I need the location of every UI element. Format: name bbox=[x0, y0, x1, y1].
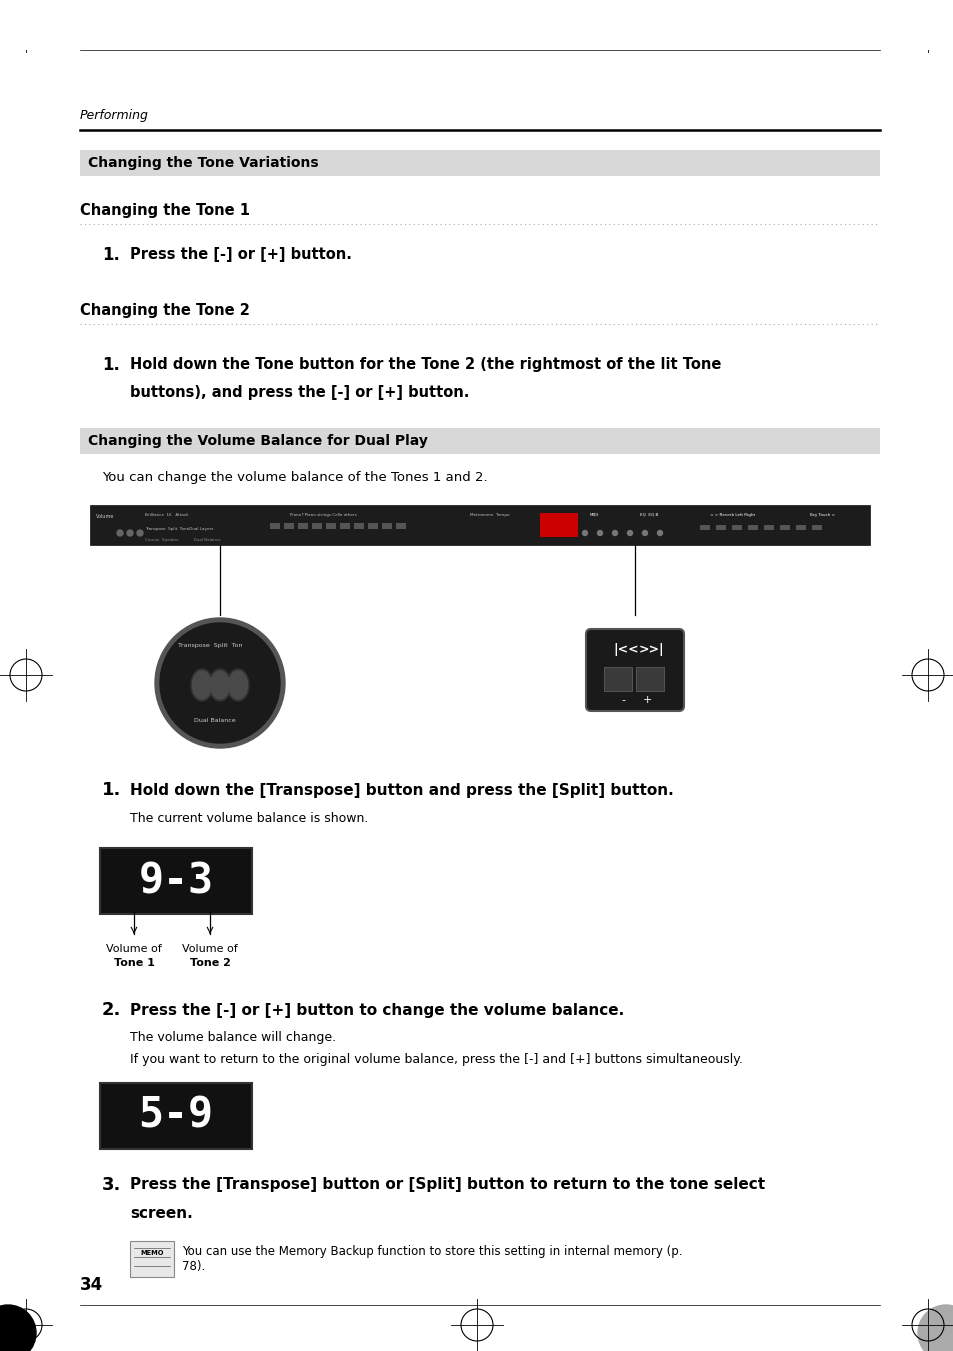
FancyBboxPatch shape bbox=[297, 523, 308, 530]
Text: 9-3: 9-3 bbox=[138, 861, 213, 902]
Circle shape bbox=[917, 0, 953, 46]
FancyBboxPatch shape bbox=[80, 150, 879, 176]
Text: Volume of: Volume of bbox=[182, 944, 237, 954]
Circle shape bbox=[627, 531, 632, 535]
Text: Piano↑Piano strings Cello others: Piano↑Piano strings Cello others bbox=[290, 513, 356, 517]
Text: 1.: 1. bbox=[102, 357, 120, 374]
Ellipse shape bbox=[193, 671, 212, 698]
Text: +: + bbox=[642, 694, 652, 705]
Ellipse shape bbox=[229, 671, 247, 698]
FancyBboxPatch shape bbox=[130, 1242, 173, 1277]
Circle shape bbox=[127, 530, 132, 536]
Text: Brilliance  16   Attack: Brilliance 16 Attack bbox=[145, 513, 189, 517]
Text: The current volume balance is shown.: The current volume balance is shown. bbox=[130, 812, 368, 824]
Circle shape bbox=[597, 531, 602, 535]
FancyBboxPatch shape bbox=[326, 523, 335, 530]
Text: Press the [Transpose] button or [Split] button to return to the tone select: Press the [Transpose] button or [Split] … bbox=[130, 1178, 764, 1193]
FancyBboxPatch shape bbox=[339, 523, 350, 530]
FancyBboxPatch shape bbox=[312, 523, 322, 530]
Text: Metronome  Tempo: Metronome Tempo bbox=[470, 513, 509, 517]
FancyBboxPatch shape bbox=[368, 523, 377, 530]
FancyBboxPatch shape bbox=[811, 526, 821, 530]
Text: Tone 1: Tone 1 bbox=[113, 958, 154, 969]
Ellipse shape bbox=[209, 669, 231, 701]
Ellipse shape bbox=[227, 669, 249, 701]
Text: 1.: 1. bbox=[102, 781, 121, 798]
Text: Transpose  Split  Ton: Transpose Split Ton bbox=[178, 643, 242, 647]
Text: Press the [-] or [+] button to change the volume balance.: Press the [-] or [+] button to change th… bbox=[130, 1002, 623, 1017]
FancyBboxPatch shape bbox=[731, 526, 741, 530]
Circle shape bbox=[0, 1305, 36, 1351]
Text: 2.: 2. bbox=[102, 1001, 121, 1019]
FancyBboxPatch shape bbox=[284, 523, 294, 530]
Text: 5-9: 5-9 bbox=[138, 1096, 213, 1138]
Ellipse shape bbox=[211, 671, 230, 698]
FancyBboxPatch shape bbox=[539, 513, 578, 536]
Text: < > Reverb Left Right: < > Reverb Left Right bbox=[709, 513, 755, 517]
Text: Changing the Tone 1: Changing the Tone 1 bbox=[80, 203, 250, 218]
Text: 34: 34 bbox=[80, 1275, 103, 1294]
Bar bbox=[0, 0, 953, 50]
Text: Volume: Volume bbox=[96, 515, 114, 520]
FancyBboxPatch shape bbox=[354, 523, 364, 530]
Text: Press the [-] or [+] button.: Press the [-] or [+] button. bbox=[130, 247, 352, 262]
Text: Tone 2: Tone 2 bbox=[190, 958, 231, 969]
Text: -: - bbox=[615, 694, 625, 705]
Text: If you want to return to the original volume balance, press the [-] and [+] butt: If you want to return to the original vo… bbox=[130, 1054, 742, 1066]
FancyBboxPatch shape bbox=[80, 428, 879, 454]
Ellipse shape bbox=[191, 669, 213, 701]
Text: 3.: 3. bbox=[102, 1175, 121, 1194]
Text: 1.: 1. bbox=[102, 246, 120, 263]
Circle shape bbox=[641, 531, 647, 535]
Circle shape bbox=[137, 530, 143, 536]
FancyBboxPatch shape bbox=[636, 667, 663, 690]
Text: Course  Speaker            Dual Balance: Course Speaker Dual Balance bbox=[145, 538, 220, 542]
Text: screen.: screen. bbox=[130, 1205, 193, 1220]
Circle shape bbox=[582, 531, 587, 535]
Circle shape bbox=[117, 530, 123, 536]
Text: Changing the Tone 2: Changing the Tone 2 bbox=[80, 303, 250, 317]
Circle shape bbox=[0, 0, 36, 46]
Text: EQ  EQ B: EQ EQ B bbox=[639, 513, 658, 517]
Circle shape bbox=[657, 531, 661, 535]
Text: Key Touch >: Key Touch > bbox=[809, 513, 834, 517]
FancyBboxPatch shape bbox=[716, 526, 725, 530]
FancyBboxPatch shape bbox=[100, 848, 252, 915]
FancyBboxPatch shape bbox=[270, 523, 280, 530]
FancyBboxPatch shape bbox=[780, 526, 789, 530]
Circle shape bbox=[917, 1305, 953, 1351]
FancyBboxPatch shape bbox=[585, 630, 683, 711]
FancyBboxPatch shape bbox=[381, 523, 392, 530]
Text: You can use the Memory Backup function to store this setting in internal memory : You can use the Memory Backup function t… bbox=[182, 1246, 681, 1273]
Text: Hold down the [Transpose] button and press the [Split] button.: Hold down the [Transpose] button and pre… bbox=[130, 782, 673, 797]
Text: buttons), and press the [-] or [+] button.: buttons), and press the [-] or [+] butto… bbox=[130, 385, 469, 400]
FancyBboxPatch shape bbox=[700, 526, 709, 530]
Text: >>|: >>| bbox=[639, 643, 664, 657]
Text: Transpose  Split  ToneDual Layers: Transpose Split ToneDual Layers bbox=[145, 527, 213, 531]
Text: Dual Balance: Dual Balance bbox=[193, 719, 235, 724]
Text: Performing: Performing bbox=[80, 108, 149, 122]
FancyBboxPatch shape bbox=[795, 526, 805, 530]
Circle shape bbox=[160, 623, 280, 743]
Text: |<<: |<< bbox=[613, 643, 638, 657]
Text: MEMO: MEMO bbox=[140, 1250, 164, 1256]
FancyBboxPatch shape bbox=[747, 526, 758, 530]
FancyBboxPatch shape bbox=[763, 526, 773, 530]
FancyBboxPatch shape bbox=[603, 667, 631, 690]
Text: MIDI: MIDI bbox=[589, 513, 598, 517]
Circle shape bbox=[154, 617, 285, 748]
Circle shape bbox=[612, 531, 617, 535]
Text: Changing the Volume Balance for Dual Play: Changing the Volume Balance for Dual Pla… bbox=[88, 434, 428, 449]
Text: HP203_e.book  34ページ  ２００６年１２月８日  金曜日  午前９時３３分: HP203_e.book 34ページ ２００６年１２月８日 金曜日 午前９時３３… bbox=[94, 22, 283, 31]
Text: The volume balance will change.: The volume balance will change. bbox=[130, 1032, 335, 1044]
Text: Hold down the Tone button for the Tone 2 (the rightmost of the lit Tone: Hold down the Tone button for the Tone 2… bbox=[130, 358, 720, 373]
FancyBboxPatch shape bbox=[395, 523, 406, 530]
Text: You can change the volume balance of the Tones 1 and 2.: You can change the volume balance of the… bbox=[102, 470, 487, 484]
Text: Volume of: Volume of bbox=[106, 944, 162, 954]
Text: Changing the Tone Variations: Changing the Tone Variations bbox=[88, 155, 318, 170]
FancyBboxPatch shape bbox=[90, 505, 869, 544]
FancyBboxPatch shape bbox=[100, 1084, 252, 1148]
